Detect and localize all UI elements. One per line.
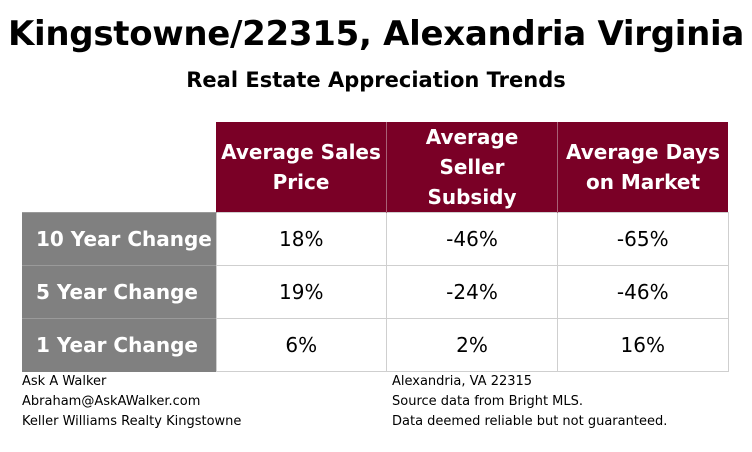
footer-email: Abraham@AskAWalker.com — [22, 394, 201, 409]
data-cell: 18% — [215, 212, 387, 266]
column-header-line: Average Sales — [221, 140, 381, 164]
footer-line: Source data from Bright MLS. — [392, 394, 584, 409]
data-cell: -46% — [557, 265, 729, 319]
column-header-seller-subsidy: Average Seller Subsidy — [386, 122, 558, 213]
page-subtitle: Real Estate Appreciation Trends — [186, 68, 566, 92]
page-title: Kingstowne/22315, Alexandria Virginia — [7, 14, 744, 54]
footer-line: Keller Williams Realty Kingstowne — [22, 414, 242, 429]
data-cell: -65% — [557, 212, 729, 266]
row-header-5-year: 5 Year Change — [22, 265, 216, 319]
table-header-row: Average Sales Price Average Seller Subsi… — [22, 122, 728, 213]
appreciation-table: Average Sales Price Average Seller Subsi… — [22, 122, 729, 372]
row-header-10-year: 10 Year Change — [22, 212, 216, 266]
footer-line: Alexandria, VA 22315 — [392, 374, 533, 389]
table-row: 5 Year Change 19% -24% -46% — [22, 265, 729, 319]
table-row: 1 Year Change 6% 2% 16% — [22, 318, 729, 372]
row-header-1-year: 1 Year Change — [22, 318, 216, 372]
column-header-sales-price: Average Sales Price — [216, 122, 387, 213]
data-cell: -46% — [386, 212, 558, 266]
footer-source: Alexandria, VA 22315 Source data from Br… — [392, 372, 667, 432]
data-cell: -24% — [386, 265, 558, 319]
table-corner — [22, 122, 216, 213]
footer-line: Data deemed reliable but not guaranteed. — [392, 414, 668, 429]
data-cell: 6% — [215, 318, 387, 372]
column-header-line: Average Days — [566, 140, 720, 164]
data-cell: 16% — [557, 318, 729, 372]
column-header-line: on Market — [585, 170, 701, 194]
footer-contact: Ask A Walker Abraham@AskAWalker.com Kell… — [22, 372, 241, 432]
column-header-line: Average — [425, 125, 519, 149]
column-header-days-on-market: Average Days on Market — [557, 122, 728, 213]
data-cell: 2% — [386, 318, 558, 372]
column-header-line: Seller Subsidy — [427, 155, 517, 209]
data-cell: 19% — [215, 265, 387, 319]
table-row: 10 Year Change 18% -46% -65% — [22, 212, 729, 266]
footer-line: Ask A Walker — [22, 374, 107, 389]
column-header-line: Price — [272, 170, 330, 194]
